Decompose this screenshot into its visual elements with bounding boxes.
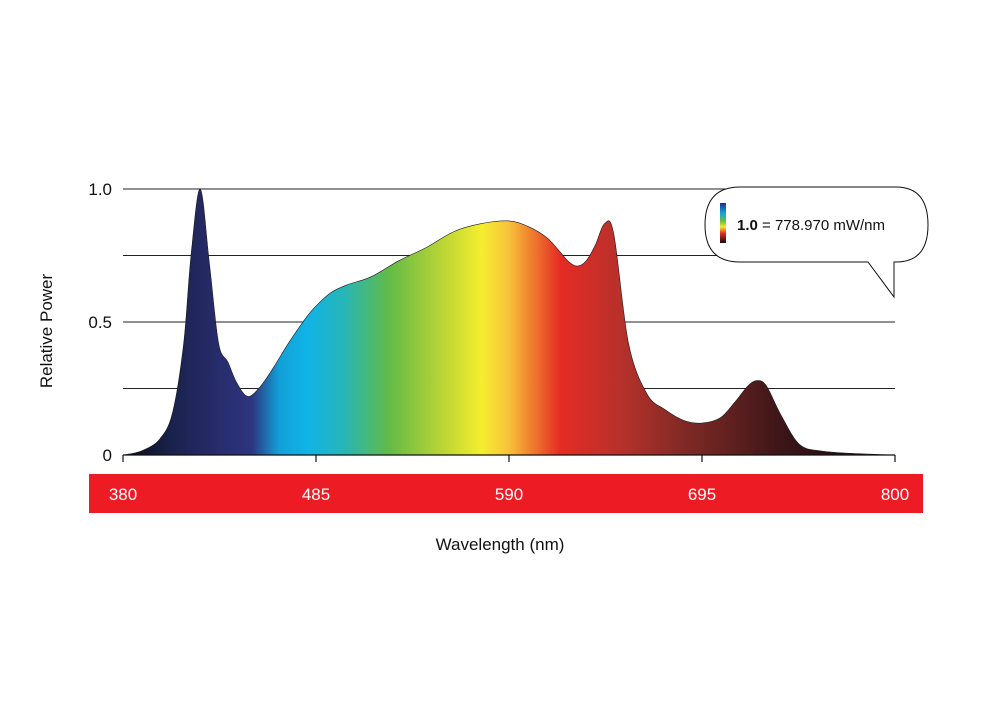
color-scale-bar [720,203,726,243]
y-tick-label: 0 [103,446,112,465]
x-tick-label: 485 [302,485,330,504]
y-axis-label: Relative Power [37,273,56,388]
tick-labels: 380 485 590 695 800 0 0.5 1.0 [88,180,923,513]
spectrum-area [122,188,896,456]
x-axis [122,454,896,462]
callout-bubble [704,186,929,299]
x-tick-label: 380 [109,485,137,504]
y-tick-label: 1.0 [88,180,112,199]
y-tick-label: 0.5 [88,313,112,332]
callout-label: 1.0 = 778.970 mW/nm [737,217,885,234]
x-tick-label: 590 [495,485,523,504]
callout-value-bold: 1.0 [737,217,758,234]
wavelength-band [89,474,923,513]
x-axis-label: Wavelength (nm) [436,535,565,554]
spectrum-area-group [122,188,896,456]
scale-callout: 1.0 = 778.970 mW/nm [704,186,929,299]
x-tick-label: 800 [881,485,909,504]
callout-value-text: = 778.970 mW/nm [758,217,885,234]
x-tick-label: 695 [688,485,716,504]
